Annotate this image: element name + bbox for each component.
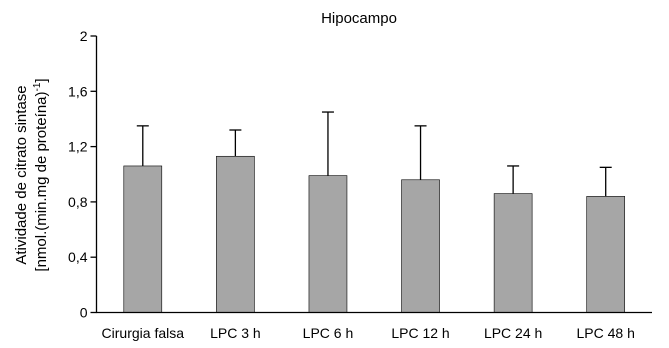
y-tick-label: 1,2	[68, 139, 88, 155]
y-tick-label: 0	[80, 305, 88, 321]
error-bars	[136, 111, 612, 197]
y-axis-label-line2-sup: -1	[32, 82, 43, 91]
x-tick-label: LPC 3 h	[210, 325, 261, 341]
bar	[401, 179, 440, 313]
bar	[123, 165, 163, 313]
x-tick-label: LPC 48 h	[577, 325, 635, 341]
y-tick-label: 2	[80, 28, 88, 44]
y-axis-ticks: 0 0,4 0,8 1,2 1,6 2	[68, 28, 97, 321]
x-tick-label: LPC 6 h	[303, 325, 354, 341]
y-axis-label-line2: [nmol.(min.mg de proteína)-1]	[32, 78, 50, 271]
bar	[586, 196, 626, 313]
bars	[123, 155, 626, 313]
x-tick-label: LPC 12 h	[391, 325, 449, 341]
y-tick-label: 0,4	[68, 249, 88, 265]
chart-title: Hipocampo	[321, 10, 397, 27]
y-axis-label-line2-main: [nmol.(min.mg de proteína)	[33, 92, 50, 272]
x-axis-tick-labels: Cirurgia falsa LPC 3 h LPC 6 h LPC 12 h LPC …	[102, 325, 635, 341]
y-tick-label: 1,6	[68, 83, 88, 99]
bar	[493, 193, 533, 313]
y-axis-label: Atividade de citrato sintase [nmol.(min.…	[13, 78, 50, 271]
bar	[308, 175, 348, 313]
x-tick-label: LPC 24 h	[484, 325, 542, 341]
y-tick-label: 0,8	[68, 194, 88, 210]
y-axis-label-line2-end: ]	[33, 78, 50, 82]
x-tick-label: Cirurgia falsa	[102, 325, 185, 341]
y-axis-label-line1: Atividade de citrato sintase	[13, 85, 30, 264]
bar	[216, 155, 255, 313]
